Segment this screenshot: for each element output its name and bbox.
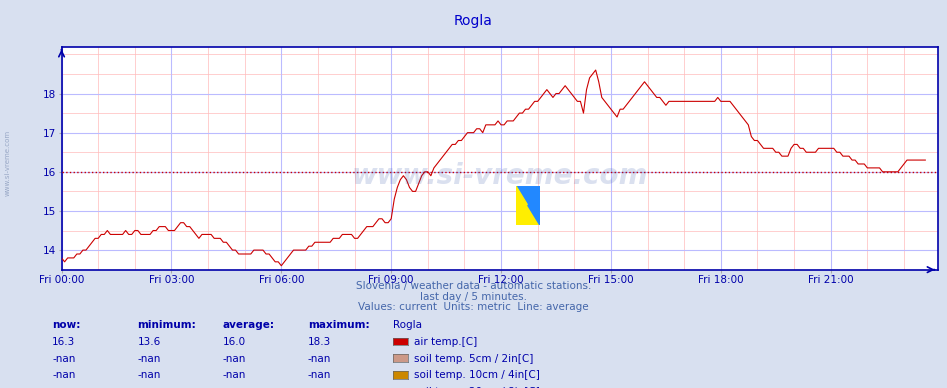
- Text: -nan: -nan: [223, 387, 246, 388]
- Text: now:: now:: [52, 320, 80, 330]
- Text: -nan: -nan: [52, 387, 76, 388]
- Text: -nan: -nan: [52, 370, 76, 380]
- Text: Rogla: Rogla: [454, 14, 493, 28]
- Text: 16.3: 16.3: [52, 337, 76, 347]
- Text: -nan: -nan: [308, 370, 331, 380]
- Text: soil temp. 5cm / 2in[C]: soil temp. 5cm / 2in[C]: [414, 353, 533, 364]
- Text: -nan: -nan: [223, 353, 246, 364]
- Text: average:: average:: [223, 320, 275, 330]
- Text: -nan: -nan: [137, 370, 161, 380]
- Text: -nan: -nan: [137, 387, 161, 388]
- Text: 16.0: 16.0: [223, 337, 245, 347]
- Polygon shape: [516, 186, 540, 225]
- Text: -nan: -nan: [308, 387, 331, 388]
- Text: -nan: -nan: [52, 353, 76, 364]
- Text: minimum:: minimum:: [137, 320, 196, 330]
- Polygon shape: [516, 186, 540, 225]
- Text: Rogla: Rogla: [393, 320, 422, 330]
- Text: Slovenia / weather data - automatic stations.: Slovenia / weather data - automatic stat…: [356, 281, 591, 291]
- Text: www.si-vreme.com: www.si-vreme.com: [351, 162, 648, 190]
- Polygon shape: [516, 186, 540, 225]
- Text: -nan: -nan: [308, 353, 331, 364]
- Text: 13.6: 13.6: [137, 337, 161, 347]
- Text: maximum:: maximum:: [308, 320, 369, 330]
- Text: www.si-vreme.com: www.si-vreme.com: [5, 130, 10, 196]
- Text: Values: current  Units: metric  Line: average: Values: current Units: metric Line: aver…: [358, 302, 589, 312]
- Text: last day / 5 minutes.: last day / 5 minutes.: [420, 292, 527, 302]
- Text: 18.3: 18.3: [308, 337, 331, 347]
- Text: soil temp. 20cm / 8in[C]: soil temp. 20cm / 8in[C]: [414, 387, 540, 388]
- Text: soil temp. 10cm / 4in[C]: soil temp. 10cm / 4in[C]: [414, 370, 540, 380]
- Polygon shape: [528, 186, 540, 225]
- Text: -nan: -nan: [223, 370, 246, 380]
- Text: -nan: -nan: [137, 353, 161, 364]
- Text: air temp.[C]: air temp.[C]: [414, 337, 477, 347]
